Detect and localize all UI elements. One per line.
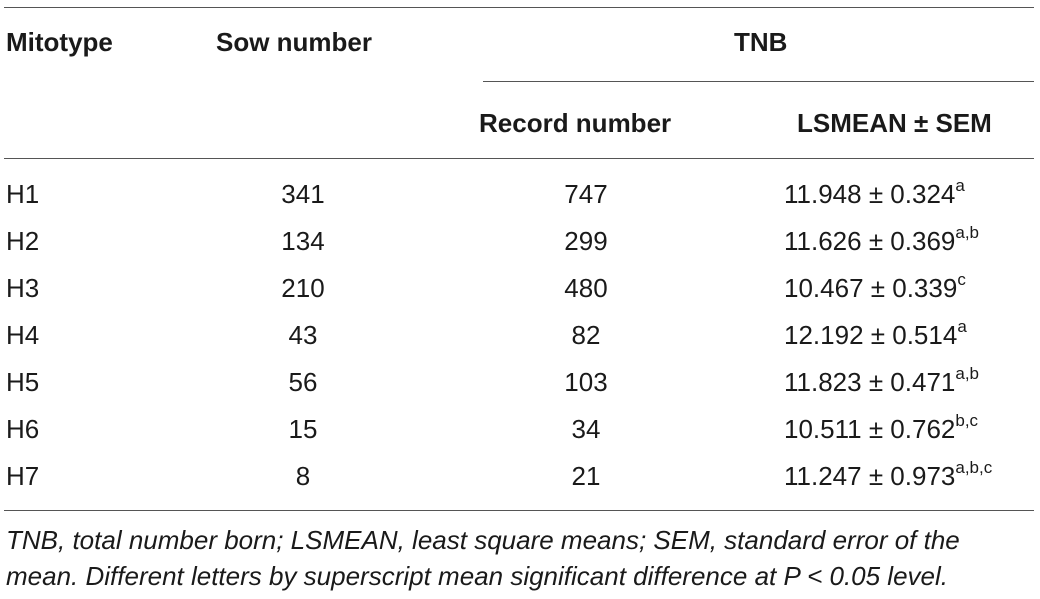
- significance-superscript: a: [955, 176, 965, 196]
- significance-superscript: a: [957, 317, 967, 337]
- cell-mitotype: H3: [6, 273, 40, 303]
- cell-mitotype: H7: [6, 461, 40, 491]
- significance-superscript: a,b,c: [955, 458, 993, 478]
- significance-superscript: a,b: [955, 364, 980, 384]
- header-sow-number: Sow number: [216, 27, 373, 57]
- cell-lsmean-sem: 12.192 ± 0.514a: [784, 317, 967, 350]
- lsmean-value: 12.192 ± 0.514: [784, 320, 958, 350]
- table-top-rule: [4, 7, 1034, 8]
- cell-mitotype: H6: [6, 414, 40, 444]
- significance-superscript: b,c: [955, 411, 979, 431]
- cell-mitotype: H2: [6, 226, 40, 256]
- cell-lsmean-sem: 11.823 ± 0.471a,b: [784, 364, 980, 397]
- cell-sow-number: 43: [288, 320, 318, 350]
- cell-mitotype: H5: [6, 367, 40, 397]
- lsmean-value: 11.823 ± 0.471: [784, 367, 956, 397]
- lsmean-value: 10.467 ± 0.339: [784, 273, 958, 303]
- header-bottom-rule: [4, 158, 1034, 159]
- cell-sow-number: 56: [288, 367, 318, 397]
- header-tnb: TNB: [734, 27, 788, 57]
- header-lsmean-sem: LSMEAN ± SEM: [797, 108, 992, 138]
- cell-sow-number: 341: [281, 179, 325, 209]
- significance-superscript: a,b: [955, 223, 980, 243]
- cell-mitotype: H1: [6, 179, 40, 209]
- cell-record-number: 480: [564, 273, 608, 303]
- cell-sow-number: 134: [281, 226, 325, 256]
- table-row: H6 15 34 10.511 ± 0.762b,c: [0, 405, 1040, 452]
- cell-record-number: 82: [571, 320, 601, 350]
- cell-record-number: 21: [571, 461, 601, 491]
- lsmean-value: 10.511 ± 0.762: [784, 414, 956, 444]
- header-mitotype: Mitotype: [6, 27, 113, 57]
- cell-sow-number: 8: [295, 461, 311, 491]
- cell-lsmean-sem: 11.626 ± 0.369a,b: [784, 223, 980, 256]
- table-row: H2 134 299 11.626 ± 0.369a,b: [0, 217, 1040, 264]
- table-row: H3 210 480 10.467 ± 0.339c: [0, 264, 1040, 311]
- cell-lsmean-sem: 10.511 ± 0.762b,c: [784, 411, 979, 444]
- cell-mitotype: H4: [6, 320, 40, 350]
- table-bottom-rule: [4, 510, 1034, 511]
- table-row: H1 341 747 11.948 ± 0.324a: [0, 170, 1040, 217]
- cell-lsmean-sem: 11.948 ± 0.324a: [784, 176, 965, 209]
- cell-sow-number: 15: [288, 414, 318, 444]
- tnb-group-rule: [483, 81, 1034, 82]
- cell-lsmean-sem: 11.247 ± 0.973a,b,c: [784, 458, 993, 491]
- table-row: H7 8 21 11.247 ± 0.973a,b,c: [0, 452, 1040, 499]
- table-footnote: TNB, total number born; LSMEAN, least sq…: [6, 525, 960, 591]
- cell-lsmean-sem: 10.467 ± 0.339c: [784, 270, 966, 303]
- table-row: H4 43 82 12.192 ± 0.514a: [0, 311, 1040, 358]
- cell-record-number: 299: [564, 226, 608, 256]
- significance-superscript: c: [957, 270, 966, 290]
- cell-record-number: 103: [564, 367, 608, 397]
- table-row: H5 56 103 11.823 ± 0.471a,b: [0, 358, 1040, 405]
- header-record-number: Record number: [479, 108, 672, 138]
- lsmean-value: 11.948 ± 0.324: [784, 179, 956, 209]
- lsmean-value: 11.247 ± 0.973: [784, 461, 956, 491]
- lsmean-value: 11.626 ± 0.369: [784, 226, 956, 256]
- cell-record-number: 747: [564, 179, 608, 209]
- cell-record-number: 34: [571, 414, 601, 444]
- cell-sow-number: 210: [281, 273, 325, 303]
